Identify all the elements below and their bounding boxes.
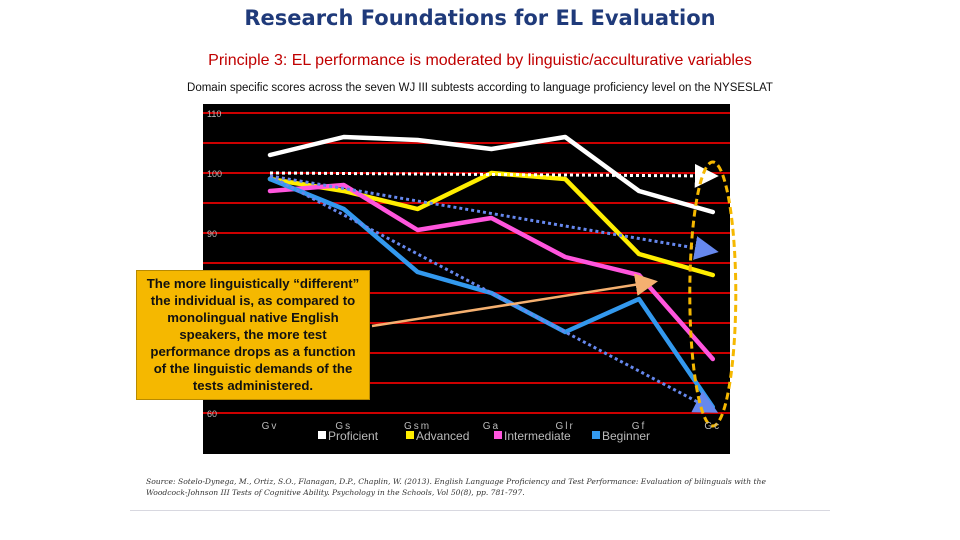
legend-swatch (592, 431, 600, 439)
legend-label: Advanced (416, 429, 469, 443)
y-tick-label: 110 (207, 109, 221, 119)
x-tick-label: Gf (632, 421, 647, 432)
legend-swatch (318, 431, 326, 439)
x-tick-label: Ga (483, 421, 500, 432)
legend-label: Beginner (602, 429, 650, 443)
x-tick-label: Gc (704, 421, 721, 432)
series-line-beginner (267, 176, 716, 410)
legend-swatch (406, 431, 414, 439)
callout-arrow (371, 273, 658, 328)
x-tick-label: Glr (556, 421, 575, 432)
legend-label: Proficient (328, 429, 379, 443)
trend-arrow (269, 163, 719, 188)
chart-title: Domain specific scores across the seven … (187, 82, 773, 94)
x-tick-label: Gv (262, 421, 279, 432)
y-tick-label: 60 (207, 409, 217, 419)
x-tick-label: Gsm (404, 421, 431, 432)
series-line-advanced (267, 170, 716, 278)
gc-highlight-ellipse (688, 160, 738, 428)
footer-divider (130, 510, 830, 511)
callout-box: The more linguistically “different” the … (136, 270, 370, 400)
slide-subtitle: Principle 3: EL performance is moderated… (208, 52, 752, 69)
y-tick-label: 100 (207, 169, 222, 179)
trend-arrow (269, 174, 719, 260)
y-tick-label: 90 (207, 229, 217, 239)
legend-swatch (494, 431, 502, 439)
slide-title: Research Foundations for EL Evaluation (244, 6, 716, 30)
source-citation: Source: Sotelo-Dynega, M., Ortiz, S.O., … (146, 477, 766, 497)
series-line-proficient (267, 134, 716, 215)
legend-label: Intermediate (504, 429, 571, 443)
x-tick-label: Gs (335, 421, 352, 432)
